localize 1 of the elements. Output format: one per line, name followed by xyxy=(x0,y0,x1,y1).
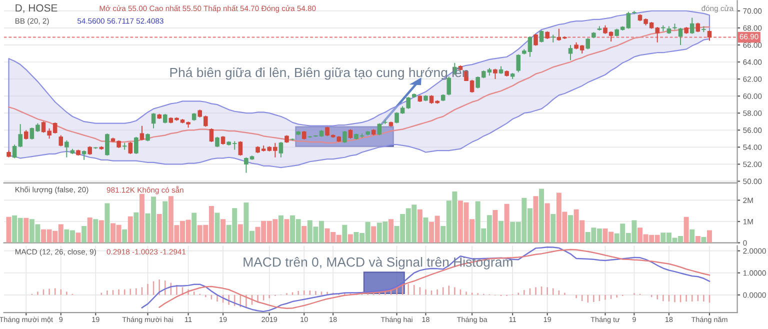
annotation: D, HOSE xyxy=(16,4,58,13)
